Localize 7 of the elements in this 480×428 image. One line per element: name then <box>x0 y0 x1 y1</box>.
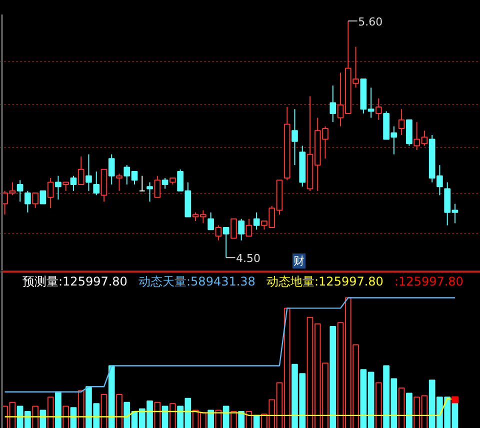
text: 预测量:125997.80 <box>22 274 128 288</box>
annotation: 财 <box>294 254 304 268</box>
text: :125997.80 <box>394 274 464 288</box>
text: 动态天量:589431.38 <box>138 274 256 288</box>
annotation: 5.60 <box>358 15 383 28</box>
text: 动态地量:125997.80 <box>266 274 384 288</box>
annotation: 4.50 <box>236 252 260 266</box>
